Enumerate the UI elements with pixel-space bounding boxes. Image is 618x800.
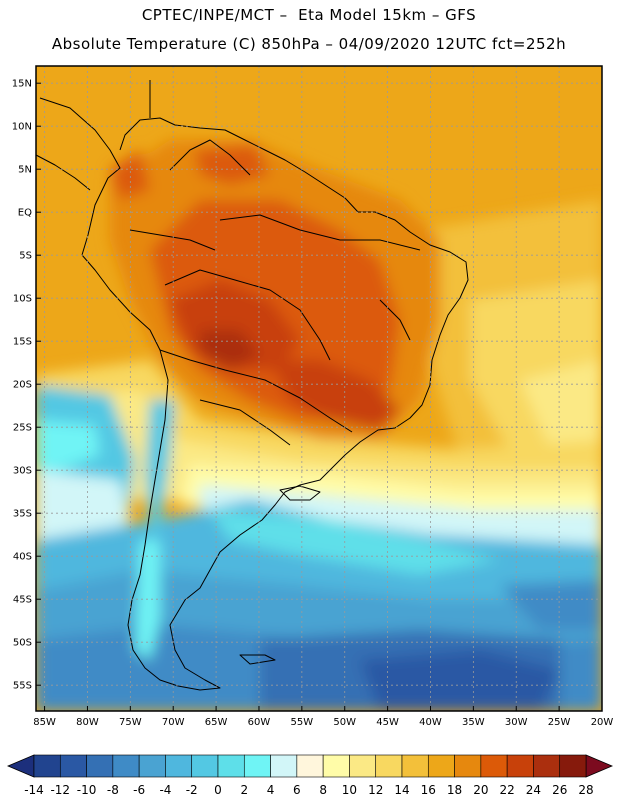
lon-tick-label: 55W [291,717,314,728]
colorbar-swatch [559,754,587,778]
colorbar-tick-label: -14 [24,783,44,797]
colorbar-swatch [322,754,350,778]
colorbar-tick-label: 6 [293,783,301,797]
lon-tick-label: 30W [505,717,528,728]
colorbar-tick-label: -4 [159,783,171,797]
colorbar-swatch [401,754,429,778]
coastlines [36,80,469,691]
colorbar-tick-label: -12 [50,783,70,797]
colorbar-tick-label: -10 [77,783,97,797]
lon-tick-label: 80W [76,717,99,728]
lon-tick-label: 85W [33,717,56,728]
colorbar-tick-label: 20 [473,783,488,797]
colorbar-swatch [480,754,508,778]
lat-tick-label: 20S [13,380,32,391]
colorbar-tick-label: 4 [267,783,275,797]
colorbar-tick-label: 12 [368,783,383,797]
colorbar-tick-label: 28 [578,783,593,797]
colorbar-tick-label: 14 [394,783,409,797]
colorbar-tick-label: 26 [552,783,567,797]
colorbar-tick-label: 10 [342,783,357,797]
lat-tick-label: 45S [13,595,32,606]
colorbar-swatch [454,754,482,778]
colorbar-swatch [165,754,193,778]
colorbar-tick-label: -8 [107,783,119,797]
lat-tick-label: 25S [13,423,32,434]
colorbar: -14 -12 -10 -8 -6 -4 -2 0 2 4 6 8 10 12 14 16 18 20 22 24 26… [6,754,614,797]
lat-tick-label: 35S [13,509,32,520]
lon-tick-label: 35W [462,717,485,728]
map-panel[interactable] [36,66,602,711]
lon-tick-label: 65W [205,717,228,728]
map-title-line-2: Absolute Temperature (C) 850hPa – 04/09/… [51,35,567,53]
lat-tick-label: 10N [12,122,32,133]
colorbar-swatch [33,754,61,778]
colorbar-swatch [427,754,455,778]
colorbar-swatch [59,754,87,778]
colorbar-tick-label: 0 [214,783,222,797]
lat-tick-label: EQ [18,208,32,219]
colorbar-tick-label: 18 [447,783,462,797]
colorbar-tick-label: 16 [421,783,436,797]
temperature-field [36,140,602,711]
lat-tick-label: 5S [19,251,32,262]
colorbar-tick-label: 2 [240,783,248,797]
colorbar-swatch [506,754,534,778]
colorbar-swatch [243,754,271,778]
lon-tick-label: 20W [591,717,614,728]
lon-tick-label: 50W [333,717,356,728]
lat-tick-label: 15N [12,79,32,90]
lon-tick-label: 75W [119,717,142,728]
lat-tick-label: 10S [13,294,32,305]
lat-tick-label: 50S [13,638,32,649]
colorbar-swatch [270,754,298,778]
lat-tick-label: 30S [13,466,32,477]
colorbar-over-triangle [585,754,614,778]
lat-tick-label: 5N [18,165,32,176]
colorbar-swatch [296,754,324,778]
colorbar-swatch [112,754,140,778]
lat-tick-label: 40S [13,552,32,563]
graticule [36,66,602,711]
colorbar-swatch [375,754,403,778]
lat-tick-label: 15S [13,337,32,348]
lon-tick-label: 60W [248,717,271,728]
lat-tick-label: 55S [13,681,32,692]
colorbar-swatch [533,754,561,778]
longitude-axis: 85W 80W 75W 70W 65W 60W 55W 50W 45W 40W 35W 30W 25W 2… [33,706,613,728]
colorbar-tick-label: 8 [319,783,327,797]
colorbar-swatch [217,754,245,778]
map-title-line-1: CPTEC/INPE/MCT – Eta Model 15km – GFS [141,6,477,24]
colorbar-tick-label: -6 [133,783,145,797]
colorbar-swatch [138,754,166,778]
colorbar-swatch [191,754,219,778]
colorbar-tick-label: -2 [186,783,198,797]
map-frame [35,65,603,712]
colorbar-under-triangle [6,754,35,778]
lon-tick-label: 25W [548,717,571,728]
lon-tick-label: 70W [162,717,185,728]
lon-tick-label: 40W [419,717,442,728]
colorbar-swatch [349,754,377,778]
colorbar-tick-label: 24 [526,783,541,797]
lon-tick-label: 45W [376,717,399,728]
colorbar-swatch [86,754,114,778]
colorbar-tick-label: 22 [500,783,515,797]
latitude-axis: 15N 10N 5N EQ 5S 10S 15S 20S 25S 30S 35S 40S 45S 50S 5… [12,79,41,692]
